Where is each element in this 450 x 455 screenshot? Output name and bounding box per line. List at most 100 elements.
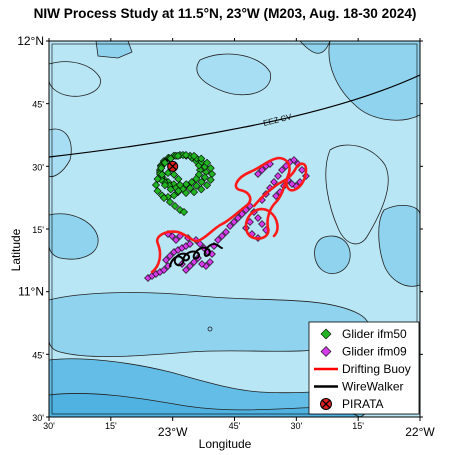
glider-ifm09-point [162, 256, 170, 264]
glider-ifm50-point [160, 158, 169, 167]
drifting-buoy-track [150, 156, 308, 274]
x-tick-label: 30' [43, 421, 55, 431]
y-tick-label: 12°N [17, 34, 44, 48]
glider-ifm50-point [197, 177, 206, 187]
glider-ifm09-point [196, 240, 204, 248]
glider-ifm09-point [166, 252, 174, 260]
eez-line [48, 74, 421, 158]
legend-label: Glider ifm50 [342, 327, 407, 341]
glider-ifm50-point [174, 186, 183, 196]
wirewalker-track [169, 242, 223, 267]
glider-ifm50-point [160, 181, 169, 190]
y-tick-label: 15' [32, 225, 44, 235]
y-tick-label: 30' [32, 162, 44, 172]
glider-ifm09-point [270, 178, 278, 186]
glider-ifm50-point [203, 181, 212, 190]
glider-ifm50-point [182, 180, 191, 189]
glider-ifm50-point [190, 151, 199, 160]
glider-ifm09-point [288, 180, 296, 188]
y-tick-label: 30' [32, 413, 44, 423]
glider-ifm50-point [170, 201, 180, 211]
glider-ifm50-point [173, 151, 182, 160]
glider-ifm50-point [190, 188, 199, 197]
glider-ifm09-point [278, 166, 286, 174]
glider-ifm50-point [153, 174, 162, 184]
glider-ifm09-point [258, 166, 266, 174]
contour-patch [48, 213, 99, 260]
glider-ifm09-point [290, 156, 298, 164]
y-tick-label: 45' [32, 100, 44, 110]
contour-patch [314, 235, 351, 274]
x-axis-ticks: 30' 15' 23°W 45' 30' 15' 22°W [43, 38, 435, 439]
y-axis-label: Latitude [9, 228, 23, 272]
contour-patch [48, 61, 101, 97]
glider-ifm50-point [163, 168, 173, 178]
contour-patch [378, 205, 421, 287]
glider-ifm50-point [187, 178, 196, 187]
glider-ifm09-point [254, 214, 262, 222]
legend-label: Drifting Buoy [342, 362, 411, 376]
glider-ifm09-point [238, 210, 246, 218]
glider-ifm50-point [192, 181, 201, 190]
legend-label: Glider ifm09 [342, 345, 407, 359]
glider-ifm50-point [203, 158, 212, 167]
contour-patch [48, 128, 72, 177]
legend-symbol-pirata [320, 398, 332, 410]
map-frame-inner [51, 43, 418, 415]
glider-ifm50-point [186, 184, 195, 193]
glider-ifm50-track [151, 150, 217, 217]
pirata-marker [167, 160, 179, 172]
glider-ifm09-point [272, 192, 280, 200]
glider-ifm09-point [160, 266, 168, 274]
contour-patch [196, 53, 271, 96]
legend-label: WireWalker [342, 380, 404, 394]
glider-ifm09-point [274, 172, 282, 180]
y-tick-label: 45' [32, 350, 44, 360]
x-tick-label: 45' [229, 421, 241, 431]
x-tick-label: 22°W [405, 425, 435, 439]
x-tick-label: 30' [290, 421, 302, 431]
glider-ifm50-point [200, 173, 209, 182]
glider-ifm09-point [198, 260, 206, 268]
glider-ifm50-point [169, 170, 179, 179]
glider-ifm09-point [214, 236, 222, 244]
legend-label: PIRATA [342, 397, 384, 411]
map-title: NIW Process Study at 11.5°N, 23°W (M203,… [33, 6, 417, 21]
glider-ifm09-point [218, 232, 226, 240]
x-tick-label: 15' [352, 421, 364, 431]
glider-ifm09-point [182, 266, 190, 274]
legend-symbol-glider-ifm50 [320, 328, 332, 340]
y-tick-label: 11°N [18, 285, 44, 299]
contour-patch [325, 144, 389, 245]
glider-ifm09-point [186, 262, 194, 270]
glider-ifm50-point [197, 154, 206, 163]
glider-ifm50-point [174, 174, 183, 184]
glider-ifm09-point [234, 214, 242, 222]
glider-ifm50-point [181, 150, 191, 160]
glider-ifm09-point [190, 258, 198, 266]
glider-ifm50-point [169, 191, 179, 200]
legend-symbol-glider-ifm09 [320, 346, 332, 357]
glider-ifm09-point [230, 218, 238, 226]
glider-ifm09-point [222, 228, 230, 236]
glider-ifm09-point [254, 170, 262, 178]
glider-ifm50-point [165, 197, 175, 207]
glider-ifm50-point [153, 186, 162, 196]
glider-ifm50-point [197, 185, 206, 194]
x-tick-label: 23°W [158, 425, 188, 439]
glider-ifm50-point [159, 193, 169, 203]
glider-ifm50-point [166, 185, 175, 194]
glider-ifm09-point [172, 236, 180, 244]
glider-ifm09-point [186, 240, 194, 248]
glider-ifm09-point [206, 258, 214, 266]
glider-ifm50-point [206, 164, 215, 173]
glider-ifm50-point [206, 175, 215, 184]
glider-ifm50-point [151, 180, 161, 190]
y-axis-ticks: 12°N 45' 30' 15' 11°N 45' 30' [17, 34, 423, 423]
glider-ifm09-point [298, 166, 306, 174]
glider-ifm50-point [179, 207, 189, 217]
x-axis-label: Longitude [198, 437, 252, 451]
contour-patch [207, 326, 213, 332]
glider-ifm09-point [226, 222, 234, 230]
